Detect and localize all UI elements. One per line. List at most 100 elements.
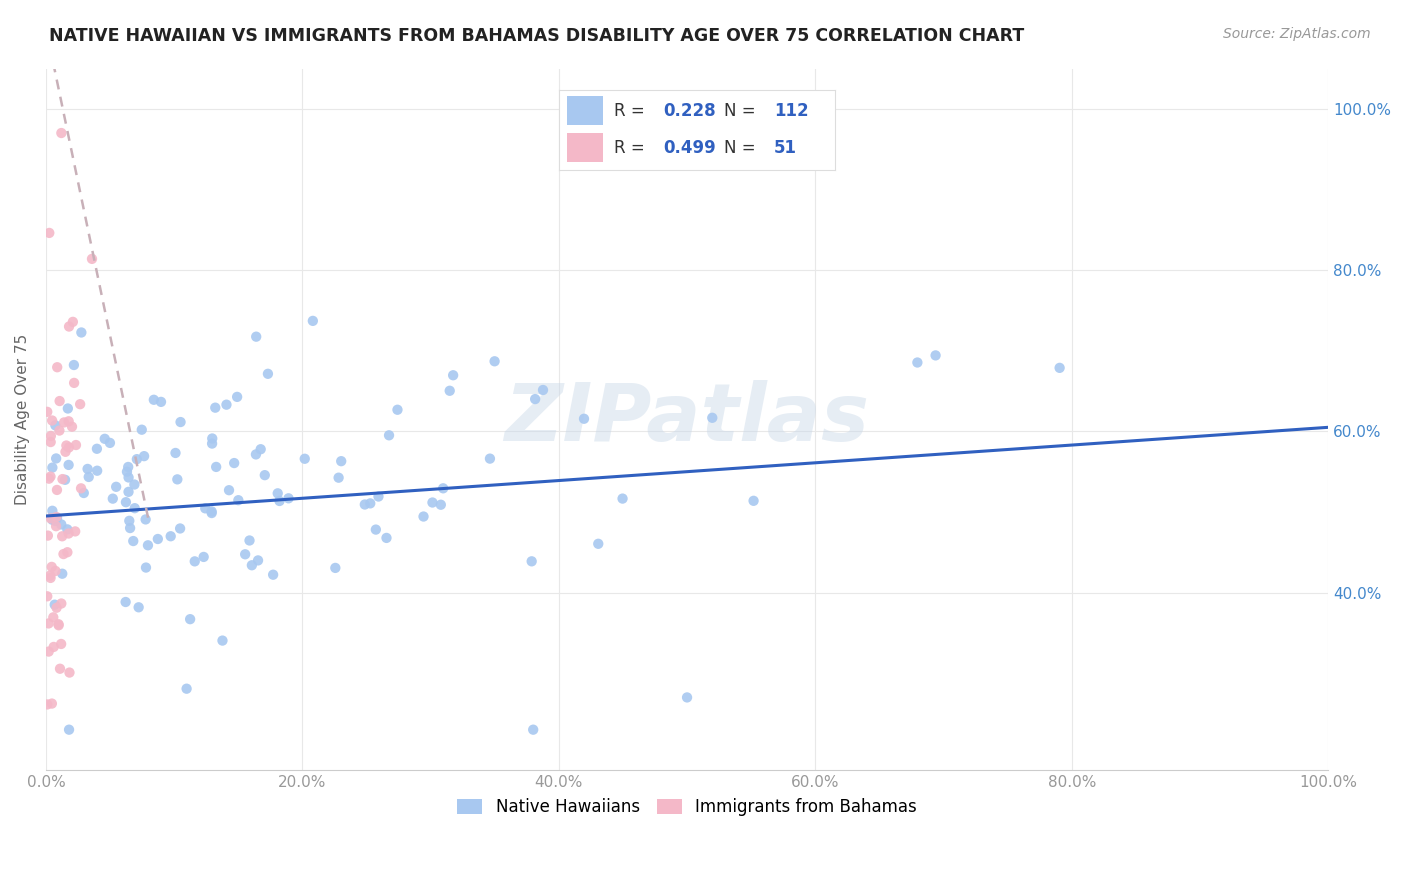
Point xyxy=(76,462,98,476)
Point xyxy=(150,395,173,409)
Point xyxy=(211,633,233,648)
Point xyxy=(294,451,316,466)
Point xyxy=(702,410,724,425)
Point xyxy=(159,529,181,543)
Point xyxy=(1049,360,1071,375)
Point xyxy=(387,402,409,417)
Point xyxy=(58,441,80,455)
Point xyxy=(215,398,238,412)
Point xyxy=(522,723,544,737)
Point xyxy=(165,446,187,460)
Point xyxy=(70,326,93,340)
Point xyxy=(41,460,63,475)
Point xyxy=(58,723,80,737)
Point xyxy=(39,429,62,443)
Point xyxy=(524,392,547,406)
Point xyxy=(269,494,291,508)
Point xyxy=(58,414,80,428)
Point xyxy=(45,519,67,533)
Point xyxy=(62,315,84,329)
Point xyxy=(245,329,267,343)
Point xyxy=(38,644,60,658)
Point xyxy=(125,452,148,467)
Point xyxy=(53,416,76,430)
Point xyxy=(63,358,86,372)
Point xyxy=(41,560,63,574)
Point xyxy=(46,483,69,497)
Point xyxy=(60,419,83,434)
Text: NATIVE HAWAIIAN VS IMMIGRANTS FROM BAHAMAS DISABILITY AGE OVER 75 CORRELATION CH: NATIVE HAWAIIAN VS IMMIGRANTS FROM BAHAM… xyxy=(49,27,1025,45)
Point xyxy=(56,545,79,559)
Point xyxy=(46,511,69,525)
Point xyxy=(905,355,928,369)
Point xyxy=(253,468,276,483)
Point xyxy=(44,564,66,578)
Point xyxy=(58,665,80,680)
Point xyxy=(124,477,146,491)
Point xyxy=(204,401,226,415)
Point xyxy=(42,640,65,654)
Point xyxy=(44,514,66,528)
Point xyxy=(98,436,121,450)
Point xyxy=(176,681,198,696)
Point xyxy=(359,496,381,510)
Point xyxy=(238,533,260,548)
Point xyxy=(205,459,228,474)
Point xyxy=(37,405,59,419)
Point xyxy=(39,435,62,450)
Point xyxy=(115,495,138,509)
Point xyxy=(572,411,595,425)
Point xyxy=(257,367,280,381)
Point xyxy=(48,394,70,409)
Point xyxy=(924,348,946,362)
Point xyxy=(194,501,217,516)
Point xyxy=(375,531,398,545)
Point xyxy=(56,401,79,416)
Point xyxy=(49,662,72,676)
Point xyxy=(742,493,765,508)
Point xyxy=(169,521,191,535)
Point xyxy=(233,547,256,561)
Point xyxy=(184,554,207,568)
Point xyxy=(51,566,73,581)
Point xyxy=(132,449,155,463)
Point xyxy=(101,491,124,506)
Point xyxy=(422,495,444,509)
Point xyxy=(58,526,80,541)
Point xyxy=(114,595,136,609)
Point xyxy=(41,697,63,711)
Point xyxy=(267,486,290,500)
Point xyxy=(37,698,59,712)
Point xyxy=(39,469,62,483)
Point xyxy=(118,514,141,528)
Point xyxy=(412,509,434,524)
Point xyxy=(201,506,224,520)
Point xyxy=(117,460,139,475)
Point xyxy=(302,314,325,328)
Point xyxy=(51,517,73,532)
Point xyxy=(45,510,67,524)
Point xyxy=(37,528,59,542)
Point xyxy=(51,529,73,543)
Point xyxy=(105,480,128,494)
Legend: Native Hawaiians, Immigrants from Bahamas: Native Hawaiians, Immigrants from Bahama… xyxy=(449,790,925,825)
Point xyxy=(42,610,65,624)
Point xyxy=(63,376,86,390)
Point xyxy=(44,598,66,612)
Point xyxy=(86,464,108,478)
Point xyxy=(353,498,375,512)
Point xyxy=(41,504,63,518)
Point xyxy=(136,538,159,552)
Point xyxy=(51,126,73,140)
Point xyxy=(224,456,246,470)
Point xyxy=(45,600,67,615)
Point xyxy=(441,368,464,383)
Point xyxy=(41,413,63,427)
Point xyxy=(58,319,80,334)
Point xyxy=(676,690,699,705)
Point xyxy=(69,397,91,411)
Point xyxy=(135,560,157,574)
Point xyxy=(169,415,191,429)
Point xyxy=(201,504,224,518)
Point xyxy=(378,428,401,442)
